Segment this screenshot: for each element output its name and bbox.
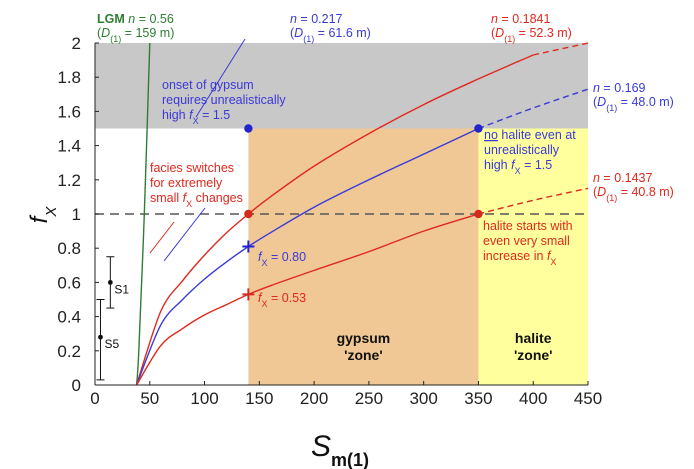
error-bar-label: S5 bbox=[104, 337, 119, 351]
point-dot-2 bbox=[244, 209, 253, 219]
annotation-text: fX = 0.80 bbox=[258, 250, 306, 268]
annotation-text: for extremely bbox=[150, 176, 223, 190]
zone-label-gypsum: 'zone' bbox=[344, 347, 383, 363]
region-unrealistic bbox=[95, 43, 588, 129]
tick-labels: 0 50 100 150 200 250 300 350 400 450 0 0.2 0.4 0.6 0.8… bbox=[57, 34, 602, 408]
series-line-0 bbox=[135, 42, 151, 386]
y-tick-label: 0.8 bbox=[57, 239, 81, 258]
zone-label-halite: halite bbox=[515, 330, 552, 346]
annotation-text: n = 0.1437 bbox=[593, 171, 652, 185]
y-tick-label: 0.6 bbox=[57, 273, 81, 292]
x-tick-label: 150 bbox=[245, 389, 273, 408]
pointer-red-facies bbox=[149, 221, 175, 254]
zone-labels: gypsum'zone'halite'zone' bbox=[337, 330, 553, 363]
annotation-text: (D(1) = 40.8 m) bbox=[593, 185, 674, 203]
point-dot-1 bbox=[474, 124, 483, 133]
region-halite bbox=[478, 128, 588, 385]
annotation-text: onset of gypsum bbox=[162, 78, 254, 92]
series-line-3-extension bbox=[478, 187, 589, 215]
pointer-blue-top bbox=[195, 38, 246, 118]
annotation-text: (D(1) = 61.6 m) bbox=[290, 26, 371, 44]
y-tick-label: 1.4 bbox=[57, 137, 81, 156]
zone-label-gypsum: gypsum bbox=[337, 330, 391, 346]
annotation-text: n = 0.217 bbox=[290, 12, 343, 26]
x-tick-label: 0 bbox=[90, 389, 99, 408]
markers bbox=[242, 124, 483, 301]
annotation-text: n = 0.169 bbox=[593, 81, 646, 95]
axis-labels: fX Sm(1) bbox=[26, 206, 369, 469]
y-tick-label: 1 bbox=[72, 205, 81, 224]
region-gypsum bbox=[248, 128, 479, 385]
y-tick-label: 2 bbox=[72, 34, 81, 53]
axes bbox=[94, 42, 589, 386]
annotation-text: halite starts with bbox=[483, 219, 573, 233]
y-axis-label: fX bbox=[26, 206, 60, 224]
annotation-pointer-lines bbox=[149, 38, 246, 262]
annotation-text: no halite even at bbox=[484, 128, 576, 142]
y-tick-label: 0.4 bbox=[57, 308, 81, 327]
pointer-blue-facies bbox=[163, 207, 206, 262]
annotation-text: (D(1) = 48.0 m) bbox=[593, 95, 674, 113]
y-tick-label: 1.8 bbox=[57, 68, 81, 87]
annotation-text: (D(1) = 52.3 m) bbox=[491, 26, 572, 44]
x-axis-label: Sm(1) bbox=[311, 430, 369, 469]
x-tick-label: 300 bbox=[409, 389, 437, 408]
annotation-text: unrealistically bbox=[484, 143, 560, 157]
annotation-text: requires unrealistically bbox=[162, 93, 286, 107]
point-dot-0 bbox=[244, 124, 253, 133]
x-tick-label: 350 bbox=[464, 389, 492, 408]
annotation-text: LGM n = 0.56 bbox=[97, 12, 174, 26]
x-tick-label: 250 bbox=[355, 389, 383, 408]
y-tick-label: 1.2 bbox=[57, 171, 81, 190]
x-tick-label: 100 bbox=[190, 389, 218, 408]
annotation-text: (D(1) = 159 m) bbox=[97, 26, 174, 44]
y-tick-label: 0.2 bbox=[57, 342, 81, 361]
error-bars: S1 S5 bbox=[96, 256, 129, 381]
y-tick-label: 0 bbox=[72, 376, 81, 395]
annotation-text: n = 0.1841 bbox=[491, 12, 550, 26]
x-tick-label: 50 bbox=[140, 389, 159, 408]
error-bar-point bbox=[98, 334, 103, 340]
series-line-1 bbox=[135, 54, 534, 386]
annotations: LGM n = 0.56(D(1) = 159 m)n = 0.217(D(1)… bbox=[97, 12, 674, 309]
error-bar-S1: S1 bbox=[106, 256, 129, 309]
shaded-regions bbox=[95, 43, 588, 385]
annotation-text: small fX changes bbox=[150, 191, 243, 209]
point-plus-5 bbox=[242, 288, 255, 301]
annotation-text: facies switches bbox=[150, 161, 234, 175]
x-tick-label: 400 bbox=[519, 389, 547, 408]
series-line-2-extension bbox=[478, 88, 589, 130]
x-tick-label: 450 bbox=[574, 389, 602, 408]
y-tick-label: 1.6 bbox=[57, 102, 81, 121]
series-line-1-extension bbox=[533, 42, 589, 56]
error-bar-point bbox=[107, 280, 113, 285]
x-tick-label: 200 bbox=[300, 389, 328, 408]
annotation-text: high fX = 1.5 bbox=[162, 108, 230, 126]
error-bar-S5: S5 bbox=[96, 299, 119, 381]
annotation-text: high fX = 1.5 bbox=[484, 158, 552, 176]
annotation-text: increase in fX bbox=[483, 249, 556, 267]
point-plus-4 bbox=[242, 240, 255, 253]
annotation-text: fX = 0.53 bbox=[258, 291, 306, 309]
error-bar-label: S1 bbox=[114, 282, 129, 296]
annotation-text: even very small bbox=[483, 234, 570, 248]
zone-label-halite: 'zone' bbox=[514, 347, 553, 363]
point-dot-3 bbox=[474, 209, 483, 219]
